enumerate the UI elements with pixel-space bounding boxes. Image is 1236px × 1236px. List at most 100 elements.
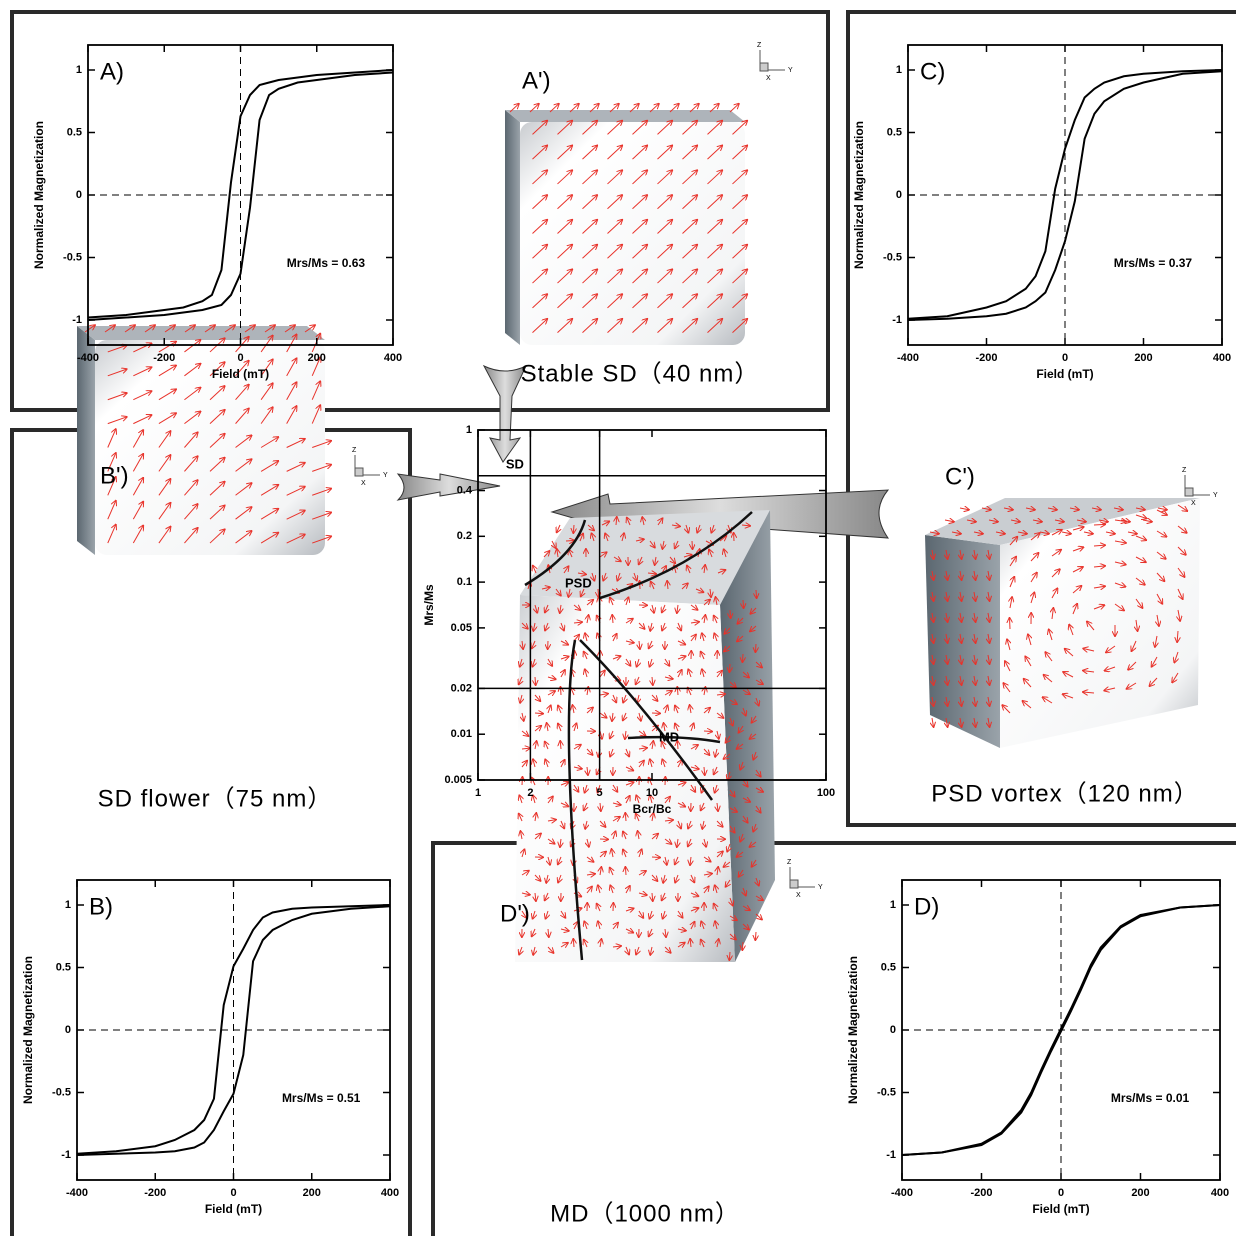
moment-arrow [625, 908, 634, 911]
moment-arrow [932, 549, 934, 559]
plot-frame [477, 429, 827, 781]
moment-arrow [184, 480, 197, 496]
moment-arrow [556, 588, 561, 595]
moment-arrow [532, 245, 548, 259]
moment-arrow [974, 549, 976, 559]
y-axis-label: Normalized Magnetization [846, 956, 860, 1104]
moment-arrow [585, 633, 587, 642]
moment-arrow [625, 730, 626, 739]
cube-top [505, 110, 745, 122]
moment-arrow [592, 572, 594, 581]
moment-arrow [742, 690, 750, 694]
annotation: Mrs/Ms = 0.51 [282, 1091, 361, 1105]
moment-arrow [600, 867, 601, 876]
moment-arrow [715, 748, 717, 757]
moment-arrow [522, 712, 524, 721]
moment-arrow [532, 146, 548, 160]
moment-arrow [946, 549, 948, 559]
x-tick-label: 0 [1058, 1187, 1064, 1199]
moment-arrow [582, 146, 598, 160]
moment-arrow [1072, 547, 1083, 551]
moment-arrow [946, 717, 948, 727]
moment-arrow [204, 325, 215, 333]
moment-arrow [703, 874, 712, 875]
moment-arrow [1177, 546, 1186, 555]
moment-arrow [605, 534, 608, 542]
moment-arrow [557, 146, 573, 160]
moment-arrow [729, 104, 739, 113]
moment-arrow [519, 814, 522, 822]
moment-arrow [286, 335, 297, 353]
moment-arrow [509, 104, 519, 113]
moment-arrow [532, 269, 548, 284]
moment-arrow [184, 325, 195, 333]
moment-arrow [584, 802, 587, 810]
moment-arrow [184, 504, 197, 520]
moment-arrow [681, 583, 688, 590]
moment-arrow [533, 910, 535, 919]
moment-arrow [549, 104, 559, 113]
moment-arrow [622, 533, 624, 542]
moment-arrow [84, 325, 95, 333]
moment-arrow [737, 852, 744, 857]
moment-arrow [311, 358, 320, 377]
moment-arrow [662, 892, 665, 900]
moment-arrow [752, 715, 756, 723]
moment-arrow [629, 104, 639, 113]
moment-arrow [260, 461, 278, 472]
panel-frame [431, 841, 1236, 1236]
moment-arrow [260, 509, 278, 520]
moment-arrow [632, 195, 648, 210]
moment-arrow [737, 744, 744, 749]
moment-arrow [607, 146, 623, 160]
moment-arrow [664, 691, 672, 695]
moment-arrow [548, 705, 551, 714]
moment-arrow [946, 675, 948, 685]
moment-arrow [560, 782, 568, 785]
triad-label: Y [383, 472, 388, 479]
moment-arrow [564, 566, 568, 574]
triad-label: Y [1213, 492, 1218, 499]
moment-arrow [669, 104, 679, 113]
moment-arrow [639, 712, 641, 721]
moment-arrow [755, 788, 763, 792]
moment-arrow [717, 730, 719, 739]
moment-arrow [547, 677, 556, 679]
moment-arrow [587, 887, 592, 894]
y-tick-label: -1 [61, 1149, 71, 1161]
moment-arrow [597, 904, 600, 912]
y-tick-label: 0.4 [457, 484, 473, 496]
x-tick-label: 5 [597, 787, 603, 799]
moment-arrow [717, 939, 719, 948]
moment-arrow [717, 802, 718, 811]
moment-arrow [587, 766, 588, 775]
moment-arrow [1093, 566, 1105, 567]
moment-arrow [697, 524, 700, 533]
moment-arrow [662, 604, 665, 612]
moment-arrow [534, 874, 541, 881]
moment-arrow [1005, 661, 1011, 672]
y-tick-label: -0.5 [883, 251, 902, 263]
moment-arrow [607, 245, 623, 259]
moment-arrow [715, 784, 717, 793]
moment-arrow [974, 591, 976, 601]
moment-arrow [132, 502, 143, 520]
moment-arrow [520, 831, 522, 840]
moment-arrow [974, 570, 976, 580]
moment-arrow [690, 893, 698, 896]
moment-arrow [730, 825, 735, 833]
moment-arrow [988, 549, 990, 559]
triad-box [789, 879, 799, 889]
moment-arrow [742, 798, 750, 802]
y-axis-label: Normalized Magnetization [32, 121, 46, 269]
moment-arrow [132, 454, 143, 472]
moment-arrow [260, 336, 273, 353]
y-tick-label: 0.5 [56, 961, 71, 973]
moment-arrow [534, 726, 541, 732]
moment-arrow [686, 524, 688, 533]
moment-arrow [612, 615, 613, 624]
panel-frame [846, 10, 1236, 827]
moment-arrow [532, 640, 535, 648]
moment-arrow [756, 805, 761, 813]
moment-arrow [732, 170, 748, 185]
